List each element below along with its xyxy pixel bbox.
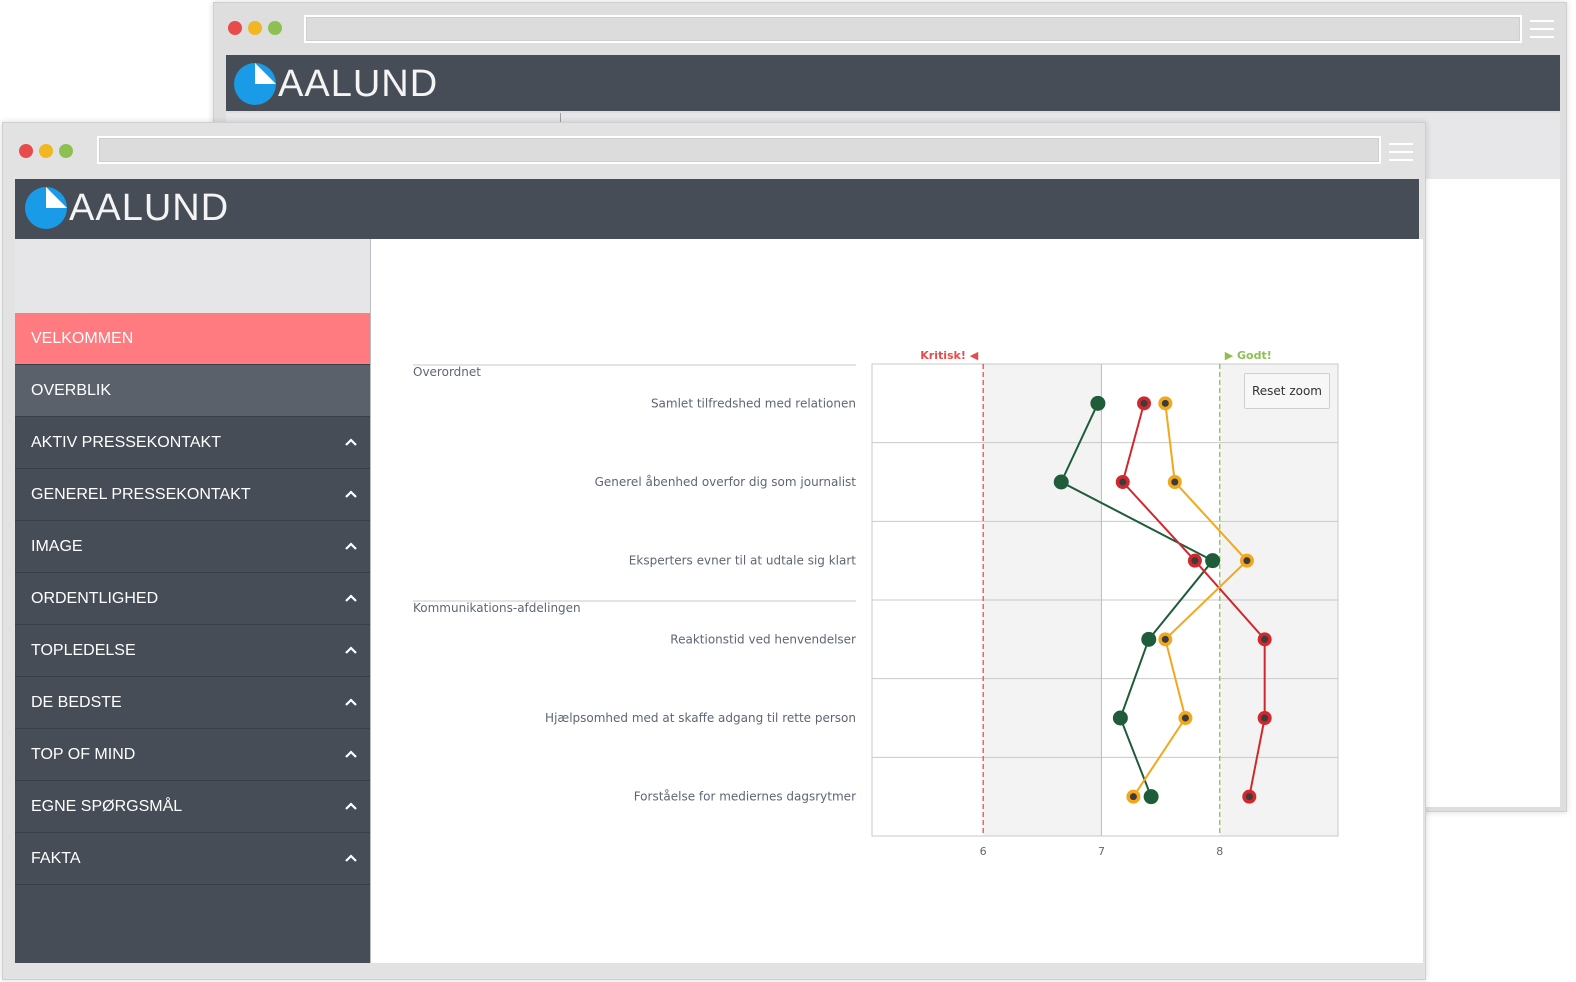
data-point-center [1245, 793, 1253, 801]
category-label: Reaktionstid ved henvendelser [670, 632, 856, 646]
menu-icon[interactable] [1389, 143, 1413, 161]
brand-logo[interactable]: AALUND [25, 187, 229, 229]
close-window-icon[interactable] [19, 144, 33, 158]
category-label: Hjælpsomhed med at skaffe adgang til ret… [545, 711, 856, 725]
data-point-center [1119, 478, 1127, 486]
chevron-up-icon[interactable] [344, 539, 358, 553]
divider [560, 113, 561, 123]
sidebar-item-overblik[interactable]: OVERBLIK [15, 365, 370, 417]
sidebar-item-topledelse[interactable]: TOPLEDELSE [15, 625, 370, 677]
category-label: Eksperters evner til at udtale sig klart [629, 554, 856, 568]
chevron-up-icon[interactable] [344, 747, 358, 761]
foreground-browser-window: AALUND VELKOMMEN OVERBLIK AKTIV PRESSEKONT… [2, 122, 1426, 980]
sidebar-item-top-of-mind[interactable]: TOP OF MIND [15, 729, 370, 781]
logo-icon [234, 63, 276, 105]
chevron-up-icon[interactable] [344, 851, 358, 865]
url-bar[interactable] [97, 136, 1381, 164]
category-label: Samlet tilfredshed med relationen [651, 396, 856, 410]
chevron-up-icon[interactable] [344, 435, 358, 449]
data-point-center [1171, 478, 1179, 486]
sidebar-item-ordentlighed[interactable]: ORDENTLIGHED [15, 573, 370, 625]
data-point [1143, 789, 1159, 805]
minimize-window-icon[interactable] [248, 21, 262, 35]
data-point [1053, 474, 1069, 490]
sidebar-item-label: AKTIV PRESSEKONTAKT [31, 433, 221, 451]
data-point-center [1181, 714, 1189, 722]
data-point-center [1261, 635, 1269, 643]
chevron-up-icon[interactable] [344, 695, 358, 709]
sidebar-header [15, 239, 370, 313]
maximize-window-icon[interactable] [59, 144, 73, 158]
x-tick-label: 6 [980, 845, 987, 858]
sidebar-item-label: OVERBLIK [31, 381, 112, 399]
sidebar-item-aktiv-pressekontakt[interactable]: AKTIV PRESSEKONTAKT [15, 417, 370, 469]
reference-line-label: Kritisk! ◀ [920, 349, 978, 362]
category-label: Generel åbenhed overfor dig som journali… [595, 475, 857, 489]
sidebar-item-label: DE BEDSTE [31, 693, 122, 711]
menu-icon[interactable] [1530, 20, 1554, 38]
sidebar-item-label: EGNE SPØRGSMÅL [31, 797, 183, 815]
data-point-center [1261, 714, 1269, 722]
data-point-center [1161, 635, 1169, 643]
chevron-up-icon[interactable] [344, 487, 358, 501]
sidebar-item-velkommen[interactable]: VELKOMMEN [15, 313, 370, 365]
maximize-window-icon[interactable] [268, 21, 282, 35]
data-point-center [1129, 793, 1137, 801]
sidebar-item-label: VELKOMMEN [31, 329, 134, 347]
app-header: AALUND [226, 55, 1560, 111]
data-point-center [1140, 399, 1148, 407]
data-point [1141, 631, 1157, 647]
sidebar: VELKOMMEN OVERBLIK AKTIV PRESSEKONTAKT GENE… [15, 239, 370, 963]
series-line [1121, 403, 1266, 797]
chevron-up-icon[interactable] [344, 591, 358, 605]
comparison-chart[interactable]: Kritisk! ◀ ▶ Godt! 6 7 8 Overordnet Samlet til… [371, 239, 1423, 963]
data-point-center [1161, 399, 1169, 407]
main-content: Kritisk! ◀ ▶ Godt! 6 7 8 Overordnet Samlet til… [370, 239, 1423, 963]
sidebar-item-label: TOPLEDELSE [31, 641, 136, 659]
sidebar-item-label: IMAGE [31, 537, 83, 555]
series-line [1059, 402, 1215, 798]
sidebar-item-fakta[interactable]: FAKTA [15, 833, 370, 885]
sidebar-nav: VELKOMMEN OVERBLIK AKTIV PRESSEKONTAKT GENE… [15, 313, 370, 885]
sidebar-item-de-bedste[interactable]: DE BEDSTE [15, 677, 370, 729]
url-bar[interactable] [304, 15, 1522, 43]
close-window-icon[interactable] [228, 21, 242, 35]
x-tick-label: 7 [1098, 845, 1105, 858]
logo-icon [25, 187, 67, 229]
chevron-up-icon[interactable] [344, 643, 358, 657]
series-line [1132, 403, 1249, 798]
chevron-up-icon[interactable] [344, 799, 358, 813]
minimize-window-icon[interactable] [39, 144, 53, 158]
data-point-center [1191, 557, 1199, 565]
data-point [1205, 553, 1221, 569]
sidebar-item-label: ORDENTLIGHED [31, 589, 159, 607]
brand-name: AALUND [69, 187, 230, 229]
sidebar-item-generel-pressekontakt[interactable]: GENEREL PRESSEKONTAKT [15, 469, 370, 521]
reset-zoom-button[interactable]: Reset zoom [1244, 373, 1330, 409]
sidebar-item-label: TOP OF MIND [31, 745, 136, 763]
data-point [1112, 710, 1128, 726]
group-label: Overordnet [413, 365, 481, 379]
app-header: AALUND [15, 179, 1419, 239]
data-point [1090, 395, 1106, 411]
sidebar-item-label: FAKTA [31, 849, 81, 867]
sidebar-item-label: GENEREL PRESSEKONTAKT [31, 485, 251, 503]
x-tick-label: 8 [1216, 845, 1223, 858]
brand-name: AALUND [278, 63, 439, 105]
data-point-center [1243, 557, 1251, 565]
sidebar-item-egne-spørgsmål[interactable]: EGNE SPØRGSMÅL [15, 781, 370, 833]
group-label: Kommunikations-afdelingen [413, 601, 581, 615]
brand-logo[interactable]: AALUND [234, 63, 438, 105]
sidebar-item-image[interactable]: IMAGE [15, 521, 370, 573]
reference-line-label: ▶ Godt! [1225, 349, 1272, 362]
category-label: Forståelse for mediernes dagsrytmer [634, 790, 856, 804]
